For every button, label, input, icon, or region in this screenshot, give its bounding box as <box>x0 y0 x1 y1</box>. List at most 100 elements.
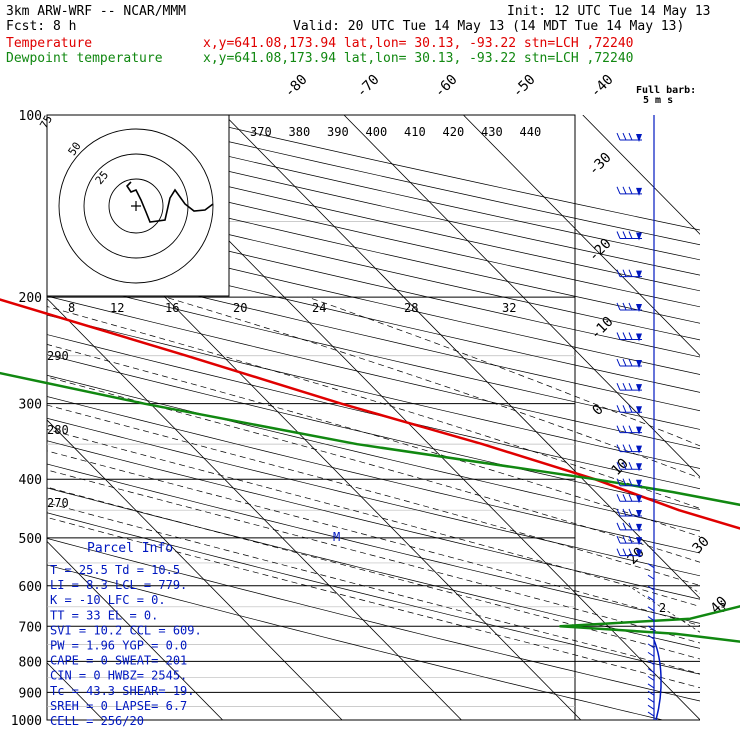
wind-arrow <box>636 333 642 342</box>
wind-barb <box>616 478 642 487</box>
sounding-profiles: <-CCL<-LCLM <box>0 298 740 643</box>
pressure-label: 600 <box>19 580 42 595</box>
wind-barb <box>647 668 655 674</box>
parcel-info-line: LI = 8.3 LCL = 779. <box>50 578 187 592</box>
dry-adiabat <box>47 463 700 624</box>
pressure-label: 900 <box>19 686 42 701</box>
parcel-info-line: K = -10 LFC = 0. <box>50 593 166 607</box>
theta-left-label: 290 <box>47 349 69 363</box>
parcel-info-line: SREH = 0 LAPSE= 6.7 <box>50 699 187 713</box>
dry-adiabat <box>47 314 700 469</box>
dry-adiabat <box>47 487 700 649</box>
wind-barb <box>647 574 655 580</box>
parcel-info-line: CAPE = 0 SWEAT= 201 <box>50 654 187 668</box>
dry-adiabat <box>47 259 700 412</box>
wind-arrow <box>636 463 642 472</box>
wind-barb <box>616 508 642 517</box>
pressure-label: 100 <box>19 109 42 124</box>
wind-arrow <box>636 187 642 196</box>
speed-label: 20 <box>233 301 247 315</box>
theta-label: 380 <box>289 125 311 139</box>
hodograph-ring-label: 50 <box>66 140 84 158</box>
wind-barb <box>616 425 642 434</box>
isotherm <box>47 419 343 720</box>
parcel-info-line: CIN = 0 HWBZ= 2545. <box>50 669 187 683</box>
speed-label: 32 <box>502 301 516 315</box>
wind-barb <box>616 535 642 544</box>
wind-barb <box>647 606 655 612</box>
speed-label: 16 <box>165 301 179 315</box>
dry-adiabat <box>47 564 663 720</box>
isotherm <box>224 115 700 599</box>
wind-arrow <box>636 445 642 454</box>
pressure-label: 1000 <box>11 714 42 729</box>
speed-label: 24 <box>312 301 326 315</box>
wind-barb <box>647 660 655 666</box>
mixing-ratio-label: 2 <box>659 601 666 615</box>
pressure-label: 800 <box>19 655 42 670</box>
pressure-label: 300 <box>19 398 42 413</box>
dry-adiabat <box>47 417 700 577</box>
theta-label: 420 <box>443 125 465 139</box>
isotherm <box>582 115 700 235</box>
dewpoint-location: x,y=641.08,173.94 lat,lon= 30.13, -93.22… <box>203 51 633 66</box>
wind-barb <box>616 231 642 239</box>
wind-arrow <box>636 384 642 393</box>
wind-arrow <box>636 232 642 241</box>
isotherm-label: 20 <box>625 545 648 568</box>
wind-barb <box>647 634 655 640</box>
pressure-label: 500 <box>19 532 42 547</box>
theta-left-label: 270 <box>47 496 69 510</box>
barb-legend-title: Full barb: <box>636 85 696 96</box>
hodograph-origin <box>131 201 141 211</box>
pressure-label: 700 <box>19 620 42 635</box>
dry-adiabat <box>47 224 700 375</box>
wind-barb <box>647 643 655 649</box>
pressure-label: 200 <box>19 291 42 306</box>
wind-arrow <box>636 406 642 415</box>
wind-barb <box>616 548 642 557</box>
speed-label: 28 <box>404 301 418 315</box>
dry-adiabat <box>47 440 700 600</box>
isotherm-label: -50 <box>510 72 539 101</box>
isotherm <box>343 115 700 478</box>
low-level-wind-trace <box>653 639 662 721</box>
isotherm-label: -60 <box>432 72 461 101</box>
isotherm-label: -80 <box>282 72 311 101</box>
dry-adiabat <box>47 241 700 393</box>
hodograph-trace <box>125 181 214 223</box>
wind-arrow <box>636 509 642 518</box>
moist-adiabat <box>47 404 700 586</box>
wind-barb <box>647 697 655 703</box>
wind-barb <box>616 522 642 531</box>
theta-left-label: 280 <box>47 423 69 437</box>
isotherm-label: 30 <box>690 534 713 557</box>
dry-adiabat <box>47 277 700 430</box>
wind-barb <box>616 302 642 311</box>
isotherm-label: 0 <box>590 402 607 419</box>
speed-label: 8 <box>68 301 75 315</box>
moist-adiabat <box>47 429 700 607</box>
parcel-info-title: Parcel Info <box>87 541 173 556</box>
parcel-info-line: T = 25.5 Td = 10.5 <box>50 563 180 577</box>
barb-legend-value: 5 m s <box>643 95 673 106</box>
forecast-hour: Fcst: 8 h <box>6 19 76 34</box>
wind-arrow <box>636 270 642 279</box>
wind-barb <box>647 675 655 681</box>
valid-time: Valid: 20 UTC Tue 14 May 13 (14 MDT Tue … <box>293 19 684 34</box>
moist-adiabat <box>47 450 700 627</box>
wind-barb <box>616 444 642 453</box>
theta-label: 370 <box>250 125 272 139</box>
wind-barb <box>647 683 655 689</box>
melting-marker: M <box>333 530 340 544</box>
wind-barb <box>647 585 655 591</box>
temperature-location: x,y=641.08,173.94 lat,lon= 30.13, -93.22… <box>203 36 633 51</box>
wind-arrow <box>636 360 642 369</box>
isotherm-label: -30 <box>586 150 615 179</box>
isotherm-label: -70 <box>354 72 383 101</box>
pressure-label: 400 <box>19 473 42 488</box>
wind-barb <box>616 358 642 367</box>
init-time: Init: 12 UTC Tue 14 May 13 <box>507 4 711 19</box>
